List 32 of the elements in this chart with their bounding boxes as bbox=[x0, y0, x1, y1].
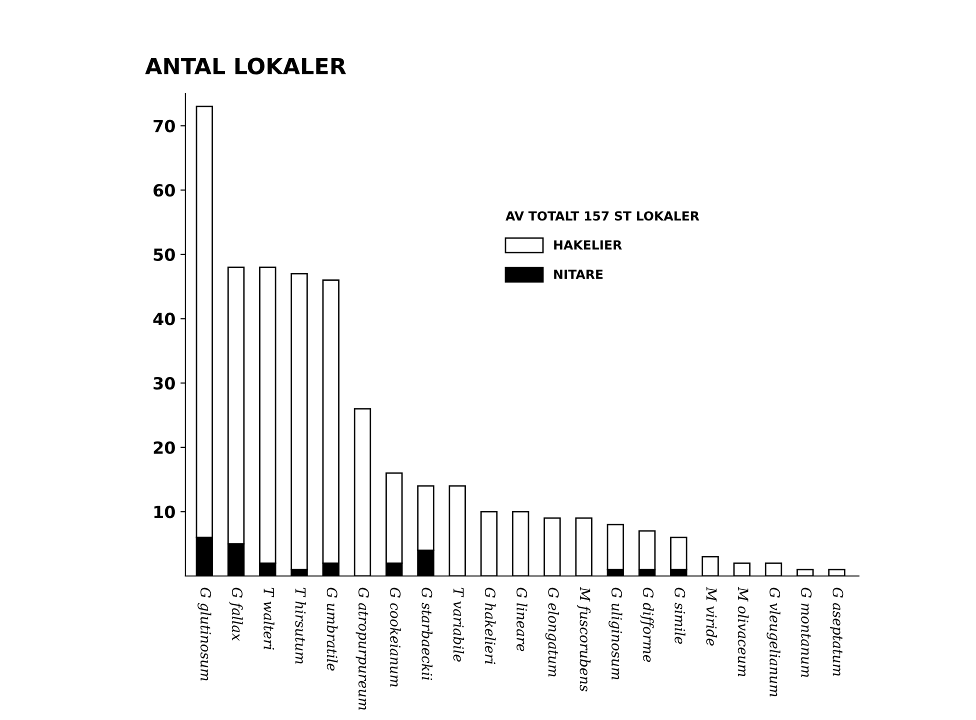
y-tick-label: 70 bbox=[154, 120, 175, 132]
x-tick-label: G lineare bbox=[516, 588, 528, 652]
x-tick-label: G montanum bbox=[801, 588, 812, 678]
y-tick-label: 20 bbox=[154, 441, 175, 454]
y-tick-label: 40 bbox=[153, 312, 175, 326]
x-tick-label: G glutinosum bbox=[198, 588, 212, 681]
x-tick-label: G fallax bbox=[229, 588, 243, 641]
y-tick-label: 30 bbox=[154, 377, 175, 390]
x-tick-label: G hakelieri bbox=[484, 588, 496, 664]
x-tick-label: G vleugelianum bbox=[766, 588, 780, 696]
x-tick-label: T hirsutum bbox=[295, 588, 306, 664]
x-tick-label: M olivaceum bbox=[738, 586, 749, 676]
x-tick-label: G simile bbox=[674, 588, 686, 644]
x-tick-label: G starbaeckii bbox=[422, 588, 432, 680]
x-tick-label: T variabile bbox=[453, 588, 464, 662]
x-tick-label: G cookeianum bbox=[390, 588, 401, 687]
y-tick-label: 60 bbox=[154, 184, 175, 197]
x-tick-label: G atropurpureum bbox=[356, 588, 369, 710]
y-tick-label: 50 bbox=[154, 248, 175, 261]
legend-label: NITARE bbox=[554, 270, 603, 279]
x-tick-label: G uliginosum bbox=[608, 588, 622, 680]
x-tick-label: M viride bbox=[706, 586, 717, 646]
x-tick-label: G umbratile bbox=[326, 588, 338, 671]
x-tick-label: G aseptatum bbox=[830, 588, 844, 676]
x-tick-label: G elongatum bbox=[545, 588, 560, 676]
x-tick-label: M fuscorubens bbox=[577, 586, 591, 692]
legend-title: AV TOTALT 157 ST LOKALER bbox=[506, 211, 700, 221]
x-tick-label: T walteri bbox=[264, 588, 274, 650]
y-tick-label: 10 bbox=[154, 506, 175, 518]
chart-title: ANTAL LOKALER bbox=[145, 58, 346, 74]
legend-label: HAKELIER bbox=[554, 240, 622, 250]
x-tick-label: G difforme bbox=[640, 588, 654, 662]
